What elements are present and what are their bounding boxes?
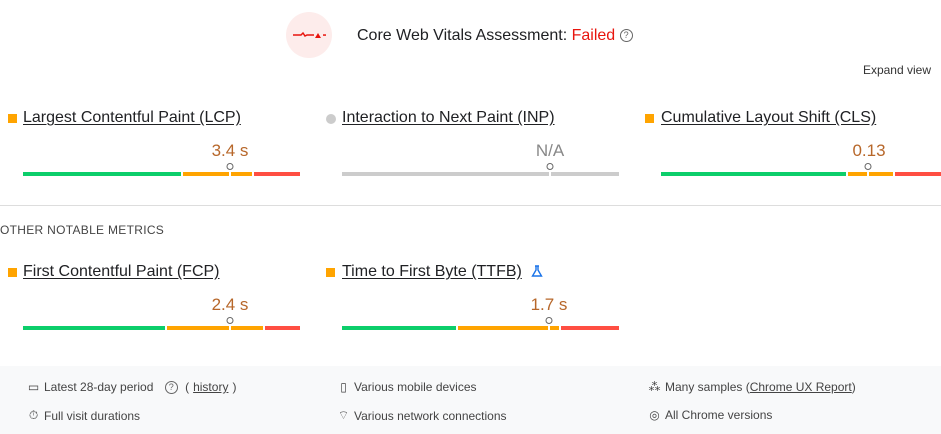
bar-poor	[895, 172, 941, 176]
bar-needs-improvement	[458, 326, 559, 330]
assessment-status: Failed	[571, 27, 616, 44]
value-marker-pin	[864, 163, 872, 170]
help-icon[interactable]: ?	[164, 380, 178, 394]
bar-needs-improvement	[848, 172, 893, 176]
history-link[interactable]: history	[193, 380, 229, 394]
metric-lcp-value: 3.4 s	[211, 141, 249, 160]
samples-icon: ⁂	[648, 380, 661, 394]
needs-improvement-icon	[326, 268, 335, 277]
wifi-icon: ⌔	[337, 408, 350, 422]
metric-cls-link[interactable]: Cumulative Layout Shift (CLS)	[661, 109, 877, 126]
value-marker	[229, 170, 231, 178]
bar-poor	[265, 326, 300, 330]
footer-network: ⌔ Various network connections	[337, 408, 507, 423]
value-marker	[229, 324, 231, 332]
value-marker-pin	[226, 163, 234, 170]
network-label: Various network connections	[354, 408, 507, 423]
footer-durations: ⏱ Full visit durations	[27, 408, 140, 423]
value-marker-pin	[545, 317, 553, 324]
bar-good	[342, 326, 456, 330]
assessment-title: Core Web Vitals Assessment: Failed ?	[357, 27, 633, 45]
no-data-icon	[326, 114, 336, 124]
value-marker	[548, 324, 550, 332]
chrome-icon: ◎	[649, 408, 660, 422]
metric-fcp-link[interactable]: First Contentful Paint (FCP)	[23, 263, 220, 280]
footer-versions: ◎ All Chrome versions	[648, 408, 772, 422]
experimental-flask-icon	[531, 265, 543, 277]
help-icon[interactable]: ?	[619, 29, 633, 43]
footer-samples: ⁂ Many samples (Chrome UX Report)	[648, 380, 856, 394]
metric-ttfb-value: 1.7 s	[530, 295, 568, 314]
bar-good	[23, 172, 181, 176]
failed-status-badge	[286, 12, 332, 58]
bar-needs-improvement	[183, 172, 252, 176]
vitals-pulse-icon	[293, 31, 326, 38]
chrome-ux-report-link[interactable]: Chrome UX Report	[749, 380, 852, 394]
metric-fcp-value: 2.4 s	[211, 295, 249, 314]
samples-label: Many samples (	[665, 380, 750, 394]
versions-label: All Chrome versions	[665, 408, 773, 422]
footer-devices: ▯ Various mobile devices	[337, 380, 477, 394]
value-marker	[867, 170, 869, 178]
samples-end: )	[851, 380, 856, 394]
bar-needs-improvement	[167, 326, 263, 330]
bar-poor	[254, 172, 300, 176]
metric-lcp-link[interactable]: Largest Contentful Paint (LCP)	[23, 109, 241, 126]
value-marker-pin	[226, 317, 234, 324]
bar-good	[23, 326, 165, 330]
expand-view-button[interactable]: Expand view	[862, 63, 931, 77]
data-source-footer: ▭ Latest 28-day period ? (history) ⏱ Full …	[0, 366, 941, 434]
value-marker-pin	[546, 163, 554, 170]
devices-label: Various mobile devices	[354, 380, 477, 394]
divider	[0, 205, 941, 206]
metric-cls-value: 0.13	[852, 141, 886, 160]
metric-inp-value: N/A	[535, 141, 565, 160]
needs-improvement-icon	[8, 268, 17, 277]
assessment-label: Core Web Vitals Assessment:	[357, 27, 572, 44]
footer-period: ▭ Latest 28-day period ? (history)	[27, 380, 237, 394]
other-metrics-heading: OTHER NOTABLE METRICS	[0, 223, 165, 237]
stopwatch-icon: ⏱	[28, 408, 39, 422]
calendar-icon: ▭	[27, 380, 40, 394]
devices-icon: ▯	[340, 380, 347, 394]
bar-good	[661, 172, 846, 176]
metric-ttfb-link[interactable]: Time to First Byte (TTFB)	[342, 263, 522, 280]
durations-label: Full visit durations	[44, 408, 141, 423]
period-label: Latest 28-day period	[44, 380, 154, 394]
metric-inp-link[interactable]: Interaction to Next Paint (INP)	[342, 109, 555, 126]
needs-improvement-icon	[645, 114, 654, 123]
bar-no-data	[342, 172, 619, 176]
needs-improvement-icon	[8, 114, 17, 123]
value-marker	[549, 170, 551, 178]
bar-poor	[561, 326, 619, 330]
